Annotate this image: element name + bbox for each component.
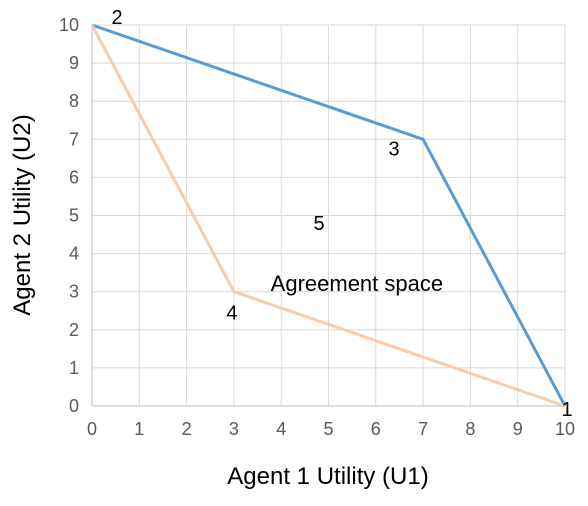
- annotation-label: 4: [226, 303, 237, 325]
- x-tick-label: 4: [276, 419, 286, 439]
- y-tick-label: 2: [69, 320, 79, 340]
- x-axis-title: Agent 1 Utility (U1): [227, 463, 428, 490]
- y-tick-label: 5: [69, 206, 79, 226]
- y-tick-label: 7: [69, 129, 79, 149]
- series-line-2: [90, 24, 566, 408]
- y-tick-label: 1: [69, 358, 79, 378]
- y-tick-label: 0: [69, 396, 79, 416]
- x-tick-label: 5: [323, 419, 333, 439]
- y-tick-label: 6: [69, 167, 79, 187]
- y-tick-label: 10: [59, 15, 79, 35]
- y-tick-label: 3: [69, 282, 79, 302]
- annotation-label: 1: [561, 399, 572, 421]
- series-line-1: [91, 23, 567, 407]
- annotation-label: 2: [111, 7, 122, 29]
- x-tick-label: 8: [465, 419, 475, 439]
- x-tick-label: 1: [134, 419, 144, 439]
- x-tick-label: 9: [513, 419, 523, 439]
- annotation-label: Agreement space: [271, 271, 443, 296]
- y-axis-title: Agent 2 Utility (U2): [9, 114, 36, 315]
- x-tick-label: 10: [555, 419, 575, 439]
- y-tick-label: 4: [69, 244, 79, 264]
- x-tick-label: 0: [87, 419, 97, 439]
- series-lines: [90, 23, 567, 408]
- annotation-label: 3: [389, 138, 400, 160]
- y-tick-label: 8: [69, 91, 79, 111]
- x-tick-label: 2: [182, 419, 192, 439]
- axes: [91, 25, 565, 407]
- x-tick-label: 3: [229, 419, 239, 439]
- annotation-label: 5: [313, 213, 324, 235]
- x-tick-label: 6: [371, 419, 381, 439]
- annotations: 1 2 3 4 5 Agreement space: [111, 7, 572, 421]
- tick-labels: 0 1 2 3 4 5 6 7 8 9 10 0 1 2 3 4 5 6 7 8 9 10: [59, 15, 575, 439]
- x-tick-label: 7: [418, 419, 428, 439]
- grid: [92, 24, 566, 406]
- y-tick-label: 9: [69, 53, 79, 73]
